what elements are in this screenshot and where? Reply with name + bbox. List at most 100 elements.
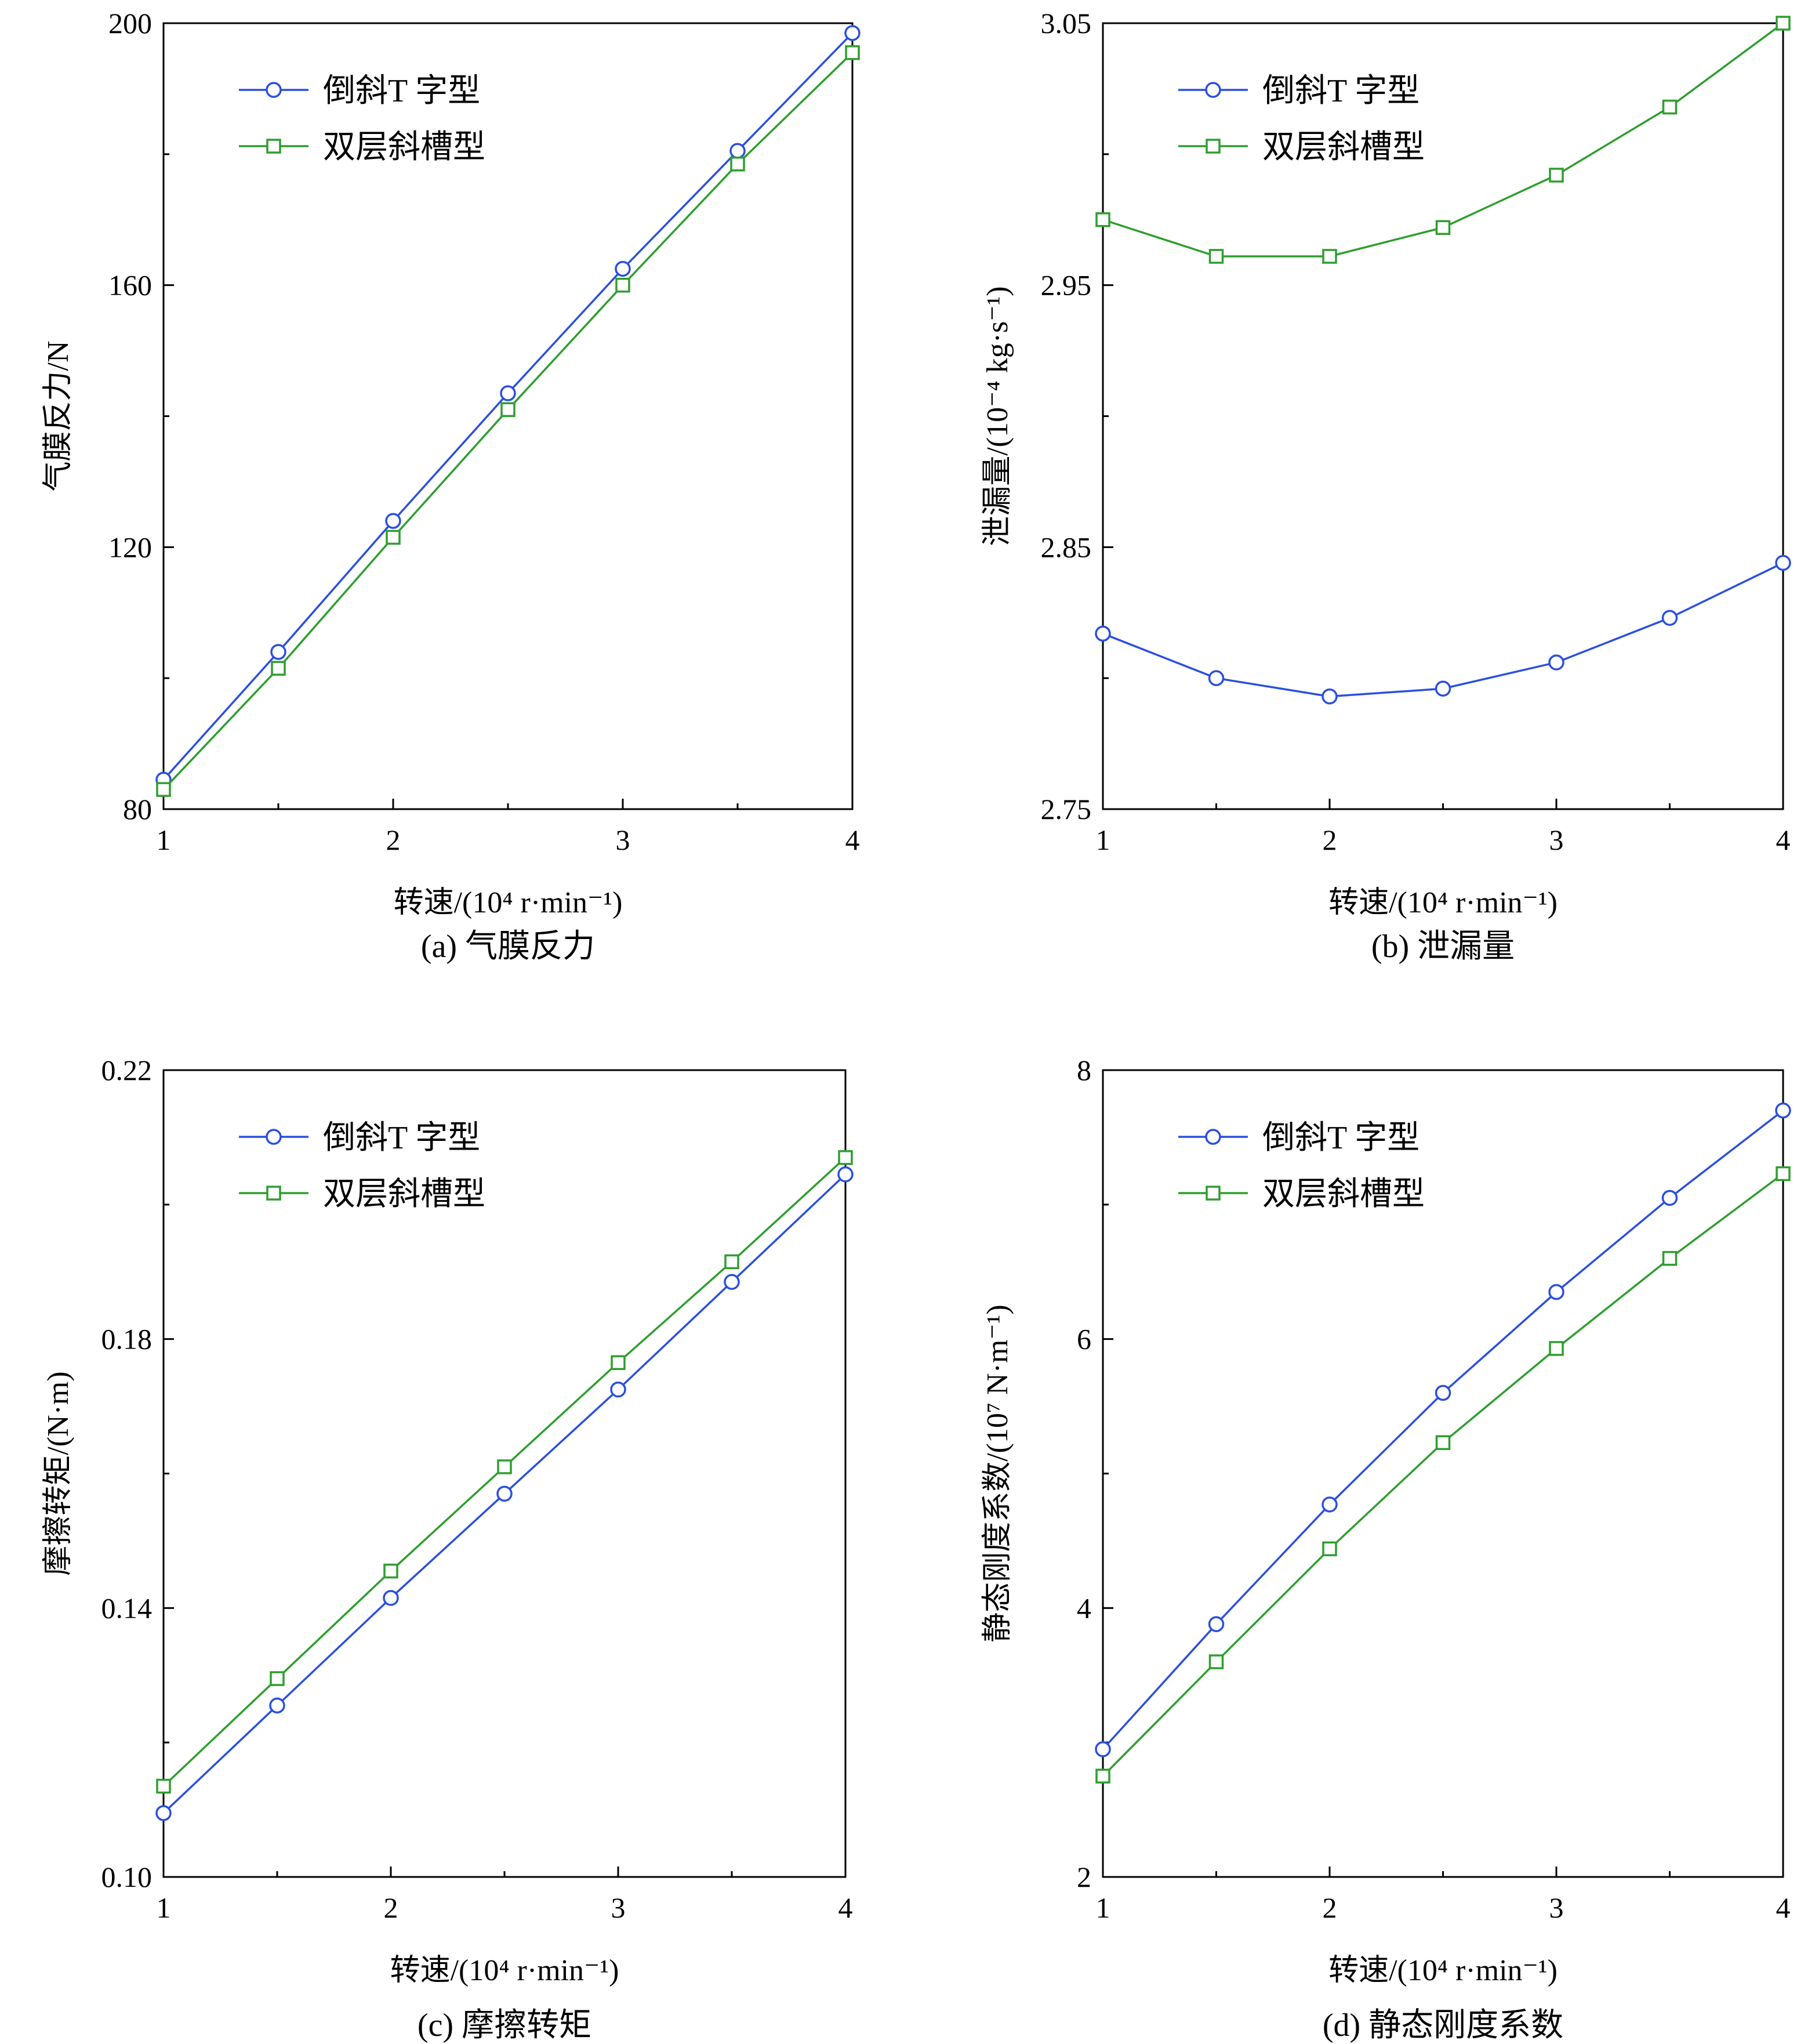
data-point	[156, 782, 171, 797]
y-tick-label: 2.95	[1041, 269, 1092, 302]
series-inverted-slant-t	[1095, 555, 1791, 705]
data-point	[838, 1150, 853, 1165]
data-point	[271, 661, 286, 676]
legend-marker	[1205, 1129, 1221, 1145]
x-tick-label: 2	[384, 1891, 398, 1924]
chart-c: 1 2 3 4 0.10 0.14 0.18 0.22 转速/(10⁴ r·min⁻¹) 摩擦转矩…	[42, 1054, 854, 2043]
data-point	[1548, 654, 1564, 671]
data-point	[610, 1381, 626, 1398]
data-point	[269, 1697, 285, 1714]
data-point	[1435, 1385, 1451, 1401]
x-tick-label: 2	[386, 824, 401, 856]
x-axis-title: 转速/(10⁴ r·min⁻¹)	[1328, 886, 1558, 919]
x-tick-label: 3	[611, 1891, 626, 1924]
data-point	[1775, 1102, 1791, 1119]
y-tick-label: 2.75	[1041, 793, 1092, 825]
data-point	[1775, 555, 1791, 571]
x-tick-label: 4	[1776, 824, 1791, 856]
data-point	[730, 157, 745, 172]
x-tick-label: 3	[616, 824, 630, 856]
data-point	[1322, 1496, 1338, 1513]
series-double-slant-groove	[156, 1150, 853, 1794]
y-tick-label: 0.18	[101, 1323, 153, 1356]
data-point	[729, 143, 746, 159]
data-point	[497, 1459, 512, 1474]
data-point	[1095, 1741, 1111, 1757]
data-point	[724, 1254, 739, 1270]
series-double-slant-groove	[1095, 16, 1791, 264]
y-axis-title: 气膜反力/N	[42, 340, 75, 491]
data-point	[1208, 1654, 1224, 1669]
y-tick-label: 2	[1077, 1861, 1091, 1893]
legend-label: 双层斜槽型	[1262, 1176, 1425, 1212]
y-axis-title: 静态刚度系数/(10⁷ N·m⁻¹)	[981, 1304, 1014, 1643]
data-point	[156, 1778, 171, 1794]
y-tick-label: 200	[108, 7, 152, 39]
data-point	[1548, 1284, 1564, 1300]
x-axis-title: 转速/(10⁴ r·min⁻¹)	[1328, 1954, 1558, 1987]
series-double-slant-groove	[156, 45, 860, 797]
chart-caption: (c) 摩擦转矩	[418, 2007, 591, 2043]
y-tick-label: 0.10	[101, 1861, 153, 1893]
y-tick-label: 6	[1077, 1323, 1091, 1356]
data-point	[1208, 670, 1225, 686]
data-point	[386, 530, 401, 545]
data-point	[1776, 16, 1791, 31]
x-tick-label: 3	[1549, 824, 1564, 856]
series-line	[1102, 1173, 1784, 1777]
x-tick-label: 1	[1096, 1891, 1110, 1924]
legend-label: 双层斜槽型	[1262, 129, 1425, 165]
y-axis-title: 泄漏量/(10⁻⁴ kg·s⁻¹)	[981, 286, 1014, 546]
y-tick-label: 8	[1077, 1054, 1091, 1086]
legend-marker	[266, 139, 281, 154]
y-tick-label: 4	[1077, 1592, 1091, 1624]
series-inverted-slant-t	[155, 1166, 854, 1821]
legend-marker	[266, 1186, 281, 1201]
x-tick-label: 1	[157, 1891, 171, 1924]
legend-label: 双层斜槽型	[323, 129, 485, 165]
legend-label: 倒斜T 字型	[323, 1120, 480, 1156]
data-point	[270, 1671, 285, 1686]
data-point	[1549, 168, 1564, 183]
legend-marker	[1206, 139, 1221, 154]
x-tick-label: 4	[838, 1891, 853, 1924]
data-point	[1208, 249, 1224, 264]
y-tick-label: 2.85	[1041, 531, 1092, 563]
y-tick-label: 160	[108, 269, 152, 302]
legend-label: 双层斜槽型	[323, 1176, 485, 1212]
y-tick-label: 3.05	[1041, 7, 1092, 39]
y-axis-title: 摩擦转矩/(N·m)	[42, 1371, 75, 1575]
data-point	[615, 260, 631, 277]
x-axis-title: 转速/(10⁴ r·min⁻¹)	[390, 1954, 619, 1987]
data-point	[1322, 1541, 1337, 1557]
data-point	[837, 1166, 854, 1183]
x-tick-label: 1	[157, 824, 171, 856]
data-point	[1095, 212, 1110, 227]
x-tick-label: 3	[1549, 1891, 1564, 1924]
data-point	[611, 1355, 626, 1370]
x-tick-label: 2	[1323, 1891, 1337, 1924]
legend-marker	[266, 1129, 282, 1145]
data-point	[500, 385, 516, 401]
data-point	[1095, 1768, 1110, 1784]
data-point	[1662, 1251, 1678, 1266]
data-point	[496, 1485, 513, 1502]
data-point	[270, 644, 286, 660]
legend-marker	[1205, 82, 1221, 98]
data-point	[845, 45, 860, 60]
data-point	[155, 1805, 172, 1821]
series-line	[1102, 1110, 1784, 1750]
data-point	[844, 25, 861, 41]
x-tick-label: 4	[1776, 1891, 1791, 1924]
x-tick-label: 2	[1323, 824, 1337, 856]
chart-caption: (b) 泄漏量	[1371, 929, 1515, 965]
data-point	[1549, 1341, 1564, 1356]
y-tick-label: 120	[108, 531, 152, 563]
data-point	[1661, 610, 1678, 626]
chart-caption: (d) 静态刚度系数	[1323, 2007, 1563, 2043]
legend-label: 倒斜T 字型	[1262, 1120, 1420, 1156]
